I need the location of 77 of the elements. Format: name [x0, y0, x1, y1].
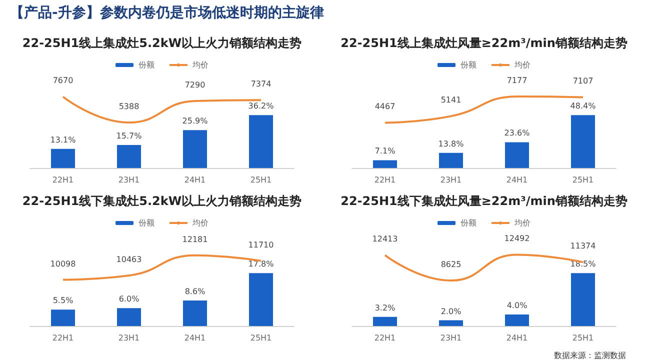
- data-label: 7177: [506, 76, 528, 86]
- legend-label: 份额: [138, 218, 154, 228]
- data-label: 7290: [184, 80, 206, 90]
- x-tick-label: 23H1: [118, 176, 140, 184]
- x-tick-label: 25H1: [250, 334, 272, 342]
- data-label: 36.2%: [248, 102, 274, 111]
- x-tick-label: 25H1: [572, 334, 594, 342]
- legend-label: 份额: [460, 60, 476, 70]
- chart-title: 22-25H1线下集成灶风量≥22m³/min销额结构走势: [340, 194, 628, 208]
- x-tick-label: 25H1: [572, 176, 594, 184]
- chart-title: 22-25H1线上集成灶5.2kW以上火力销额结构走势: [22, 36, 302, 50]
- bar: [439, 320, 463, 326]
- x-tick-label: 22H1: [374, 334, 396, 342]
- data-label: 7374: [250, 80, 272, 89]
- x-tick-label: 22H1: [374, 176, 396, 184]
- legend-label: 份额: [460, 218, 476, 228]
- x-tick-label: 23H1: [440, 334, 462, 342]
- bar: [183, 300, 207, 326]
- bar: [183, 130, 207, 168]
- data-label: 3.2%: [374, 303, 396, 312]
- data-label: 17.8%: [248, 260, 274, 269]
- bar: [117, 145, 141, 168]
- data-label: 7670: [52, 76, 74, 86]
- bar: [51, 310, 75, 326]
- legend-label: 份额: [138, 60, 154, 70]
- data-label: 48.4%: [570, 102, 596, 111]
- x-tick-label: 22H1: [52, 334, 74, 342]
- data-label: 7107: [572, 76, 594, 86]
- bar: [373, 316, 397, 326]
- bar: [571, 115, 595, 168]
- x-tick-label: 22H1: [52, 176, 74, 184]
- chart-title: 22-25H1线上集成灶风量≥22m³/min销额结构走势: [340, 36, 628, 50]
- data-label: 13.1%: [50, 135, 76, 144]
- data-label: 4467: [374, 102, 396, 112]
- bar: [505, 142, 529, 168]
- bar: [249, 273, 273, 326]
- data-label: 10098: [50, 259, 76, 268]
- legend-label: 均价: [514, 218, 530, 228]
- bar: [117, 308, 141, 326]
- x-tick-label: 24H1: [184, 334, 206, 342]
- data-label: 11710: [248, 240, 274, 250]
- data-label: 8625: [440, 260, 462, 270]
- data-label: 12413: [372, 234, 398, 244]
- data-label: 5141: [440, 96, 462, 105]
- data-label: 25.9%: [182, 116, 208, 126]
- data-label: 15.7%: [116, 132, 142, 141]
- x-tick-label: 24H1: [184, 176, 206, 184]
- data-label: 8.6%: [184, 286, 206, 296]
- data-label: 2.0%: [440, 306, 462, 316]
- bar: [571, 273, 595, 326]
- bar: [439, 152, 463, 168]
- source-note: 数据来源：监测数据: [554, 350, 626, 361]
- x-tick-label: 25H1: [250, 176, 272, 184]
- x-tick-label: 24H1: [506, 334, 528, 342]
- data-label: 11374: [570, 242, 596, 251]
- bar: [51, 148, 75, 168]
- legend-label: 均价: [192, 218, 208, 228]
- data-label: 13.8%: [438, 139, 464, 148]
- data-label: 4.0%: [506, 301, 528, 310]
- data-label: 6.0%: [118, 294, 140, 304]
- chart-title: 22-25H1线下集成灶5.2kW以上火力销额结构走势: [22, 194, 302, 208]
- bar: [249, 115, 273, 168]
- data-label: 12181: [182, 234, 208, 244]
- bar: [505, 314, 529, 326]
- data-label: 7.1%: [374, 146, 396, 156]
- legend-label: 均价: [514, 60, 530, 70]
- data-label: 23.6%: [504, 128, 530, 138]
- x-tick-label: 23H1: [118, 334, 140, 342]
- text: 【产品-升参】参数内卷仍是市场低迷时期的主旋律: [10, 4, 324, 22]
- data-label: 5.5%: [52, 296, 74, 306]
- x-tick-label: 24H1: [506, 176, 528, 184]
- legend-label: 均价: [192, 60, 208, 70]
- bar: [373, 160, 397, 168]
- data-label: 12492: [504, 234, 530, 244]
- x-tick-label: 23H1: [440, 176, 462, 184]
- data-label: 5388: [118, 102, 140, 111]
- data-label: 10463: [116, 255, 142, 264]
